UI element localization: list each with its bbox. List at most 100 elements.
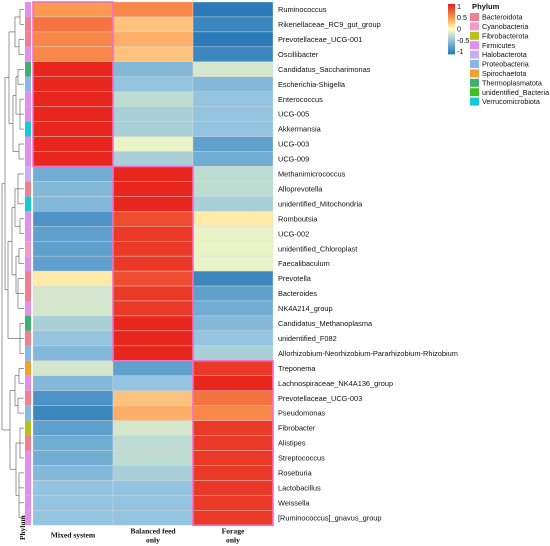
heatmap-cell [112,510,194,526]
heatmap-cell [192,495,274,511]
row-label: UCG-003 [278,140,309,149]
color-scale-segment [448,5,455,7]
phylum-cell [25,360,31,376]
heatmap-cell [192,255,274,272]
phylum-cell [25,256,31,272]
heatmap-cell [192,91,274,107]
color-scale-segment [448,27,455,30]
heatmap-cell [112,315,194,332]
heatmap-cell [112,136,194,152]
row-label: Bacteroides [278,289,317,298]
row-label: Rikenellaceae_RC9_gut_group [278,20,381,29]
color-scale-tick: 0 [457,25,461,34]
phylum-cell [25,495,31,511]
heatmap-cell [112,495,194,511]
heatmap-cell [32,106,114,122]
color-scale-segment [448,36,455,39]
heatmap-cell [112,480,194,496]
color-scale-segment [448,26,455,29]
heatmap-cell [32,76,114,92]
row-label: Pseudomonas [278,409,326,418]
heatmap-cell [32,450,114,466]
phylum-cell [25,330,31,346]
row-label: unidentified_Chloroplast [278,244,357,253]
legend-item: Halobacterota [482,50,527,59]
heatmap-cell [112,196,194,212]
heatmap-cell [32,1,114,18]
heatmap-cell [192,166,274,182]
color-scale-segment [448,25,455,27]
color-scale-segment [448,21,455,24]
heatmap-cell [32,61,114,77]
phylum-cell [25,510,31,526]
phylum-cell [25,375,31,391]
heatmap-cell [112,1,194,18]
phylum-cell [25,136,31,152]
row-label: Weissella [278,498,310,507]
phylum-cell [25,211,31,227]
heatmap-cell [112,375,194,391]
heatmap-cell [192,1,274,18]
heatmap-cell [32,435,114,451]
heatmap-cell [32,390,114,406]
cluster-box [32,1,114,168]
heatmap-cell [32,211,114,227]
color-scale-segment [448,45,455,47]
heatmap-cell [32,315,114,332]
column-label: Balanced feed [130,526,176,535]
phylum-cell [25,16,31,32]
heatmap-cell [112,211,194,227]
color-scale-segment [448,52,455,55]
heatmap-cell [112,226,194,242]
color-scale-segment [448,10,455,12]
heatmap-cell [192,510,274,526]
color-scale-segment [448,31,455,34]
row-label: unidentified_F082 [278,334,337,343]
heatmap-cell [112,166,194,182]
heatmap-cell [192,181,274,197]
color-scale-segment [448,39,455,41]
phylum-cell [25,301,31,316]
color-scale-segment [448,29,455,31]
heatmap-cell [192,31,274,48]
color-scale-legend: 1 0.5 0 -0.5 -1 [448,2,469,56]
heatmap-cell [32,420,114,436]
color-scale-segment [448,35,455,37]
row-label: UCG-005 [278,110,309,119]
heatmap-cell [112,76,194,92]
color-scale-tick: -1 [457,47,463,56]
color-scale-segment [448,4,455,6]
phylum-cell [25,435,31,451]
color-scale-tick: -0.5 [457,36,469,45]
heatmap-cell [32,136,114,152]
color-scale-segment [448,37,455,40]
heatmap-cell [192,106,274,122]
heatmap-cell [112,420,194,436]
heatmap-cell [112,300,194,317]
heatmap-cell [112,240,194,257]
heatmap-cell [112,465,194,481]
heatmap-cell [112,61,194,77]
color-scale-segment [448,44,455,46]
heatmap-cell [192,420,274,436]
heatmap-cell [112,181,194,197]
phylum-cell [25,450,31,466]
row-label: Escherichia-Shigella [278,80,346,89]
color-scale-segment [448,30,455,32]
legend-swatch [470,31,479,40]
heatmap-cell [32,375,114,391]
row-labels: Ruminococcus Rikenellaceae_RC9_gut_group P… [278,5,458,522]
heatmap-cell [32,360,114,376]
row-label: Enterococcus [278,95,323,104]
row-label: [Ruminococcus]_gnavus_group [278,513,382,522]
heatmap-cell [192,480,274,496]
phylum-cell [25,465,31,481]
heatmap-cell [112,91,194,107]
color-scale-segment [448,12,455,15]
heatmap-cell [112,270,194,287]
phylum-cell [25,106,31,122]
heatmap-cell [32,330,114,347]
row-label: Candidatus_Methanoplasma [278,319,373,328]
phylum-legend-title: Phylum [472,2,500,11]
